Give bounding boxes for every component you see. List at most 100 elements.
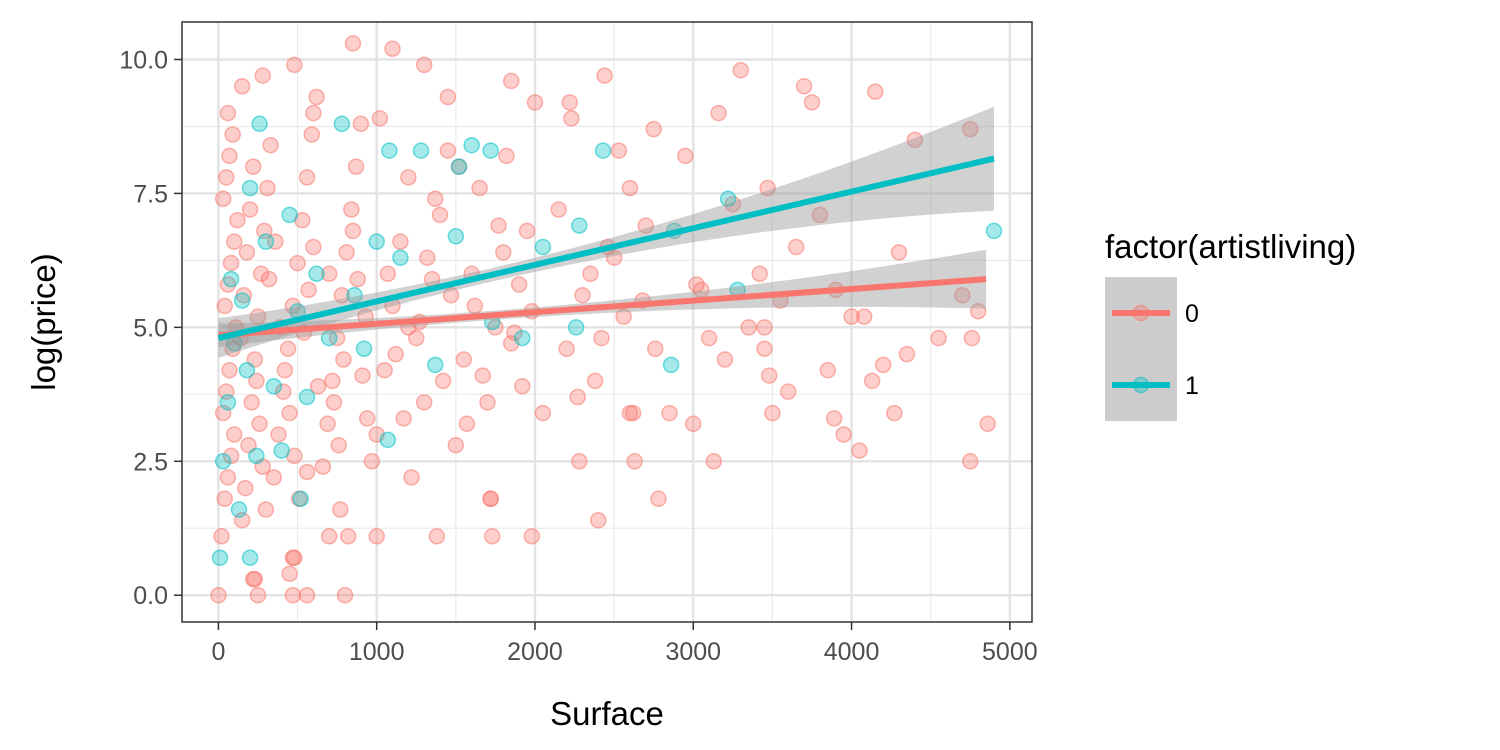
data-point-0 — [303, 126, 321, 143]
data-point-1 — [214, 453, 232, 470]
data-point-0 — [308, 88, 325, 106]
data-point-0 — [225, 233, 243, 250]
data-point-0 — [851, 442, 868, 459]
data-point-0 — [439, 142, 457, 159]
data-point-0 — [221, 361, 238, 379]
data-point-0 — [458, 415, 476, 433]
data-point-0 — [863, 372, 881, 390]
data-point-0 — [962, 120, 979, 138]
data-point-1 — [392, 249, 409, 266]
data-point-0 — [495, 244, 512, 261]
data-point-0 — [279, 340, 297, 358]
data-point-0 — [439, 88, 457, 106]
regression-line-1 — [217, 155, 995, 341]
data-point-0 — [563, 110, 580, 127]
data-point-0 — [874, 356, 892, 374]
data-point-0 — [237, 479, 254, 497]
data-point-0 — [427, 190, 444, 208]
data-point-0 — [251, 415, 268, 433]
data-point-0 — [596, 67, 613, 84]
legend-label: 0 — [1185, 300, 1199, 328]
data-point-0 — [347, 158, 365, 175]
data-point-0 — [222, 254, 240, 272]
data-point-0 — [442, 286, 460, 304]
data-point-0 — [270, 426, 287, 443]
data-point-1 — [381, 142, 398, 159]
data-point-0 — [825, 410, 843, 427]
data-point-1 — [219, 394, 237, 411]
data-point-0 — [320, 528, 338, 545]
data-point-1 — [427, 356, 444, 374]
data-point-0 — [447, 436, 465, 454]
data-point-0 — [650, 490, 667, 508]
data-point-0 — [281, 404, 298, 422]
data-point-0 — [229, 211, 246, 229]
data-point-0 — [764, 404, 781, 422]
data-point-0 — [275, 383, 292, 400]
data-point-0 — [710, 104, 727, 122]
data-point-0 — [759, 179, 776, 197]
x-tick-label: 5000 — [982, 638, 1038, 666]
data-point-0 — [238, 244, 256, 261]
data-point-1 — [534, 238, 552, 256]
data-point-0 — [756, 319, 773, 336]
data-point-0 — [582, 265, 599, 283]
data-point-1 — [230, 501, 248, 518]
data-point-0 — [428, 528, 446, 545]
y-tick-label: 0.0 — [133, 582, 168, 610]
data-point-0 — [286, 56, 303, 74]
data-point-0 — [403, 469, 420, 486]
legend-title: factor(artistliving) — [1105, 228, 1356, 265]
data-point-0 — [855, 308, 873, 325]
data-point-0 — [835, 426, 852, 443]
data-point-1 — [211, 549, 229, 566]
data-point-0 — [502, 72, 520, 90]
data-point-1 — [514, 329, 531, 347]
data-point-0 — [615, 308, 632, 325]
data-point-0 — [309, 378, 327, 395]
data-point-0 — [371, 110, 389, 127]
data-point-0 — [700, 329, 718, 347]
plot-border — [181, 21, 1033, 623]
y-tick-label: 5.0 — [133, 314, 168, 342]
data-point-0 — [338, 244, 355, 261]
y-axis-title: log(price) — [25, 253, 62, 391]
data-point-0 — [886, 404, 903, 422]
data-point-1 — [662, 356, 680, 374]
data-point-0 — [930, 329, 947, 347]
data-point-0 — [474, 367, 491, 384]
data-point-0 — [376, 361, 393, 379]
regression-line-0 — [218, 276, 987, 339]
data-point-1 — [265, 378, 283, 395]
data-point-0 — [241, 201, 259, 218]
data-point-0 — [387, 345, 404, 363]
data-point-0 — [344, 35, 362, 52]
data-point-0 — [244, 158, 262, 175]
y-tick-label: 2.5 — [133, 448, 168, 476]
data-point-0 — [787, 238, 805, 256]
data-point-0 — [593, 329, 610, 347]
data-point-1 — [368, 233, 385, 250]
data-point-0 — [298, 169, 316, 186]
data-point-0 — [574, 286, 591, 304]
data-point-0 — [716, 351, 734, 368]
x-tick-label: 0 — [211, 638, 225, 666]
data-point-0 — [621, 179, 639, 197]
data-point-0 — [305, 104, 322, 122]
data-point-0 — [558, 340, 575, 358]
data-point-0 — [265, 469, 283, 486]
data-point-0 — [221, 147, 238, 165]
data-point-0 — [219, 469, 237, 486]
data-point-0 — [586, 372, 604, 390]
data-point-0 — [225, 426, 243, 443]
data-point-0 — [216, 297, 233, 315]
data-point-0 — [569, 388, 586, 406]
data-point-0 — [352, 115, 370, 133]
data-point-0 — [550, 201, 567, 218]
data-point-0 — [979, 415, 996, 433]
data-point-1 — [238, 361, 256, 379]
data-point-0 — [333, 286, 351, 304]
data-point-1 — [379, 431, 397, 449]
data-point-0 — [336, 586, 354, 604]
